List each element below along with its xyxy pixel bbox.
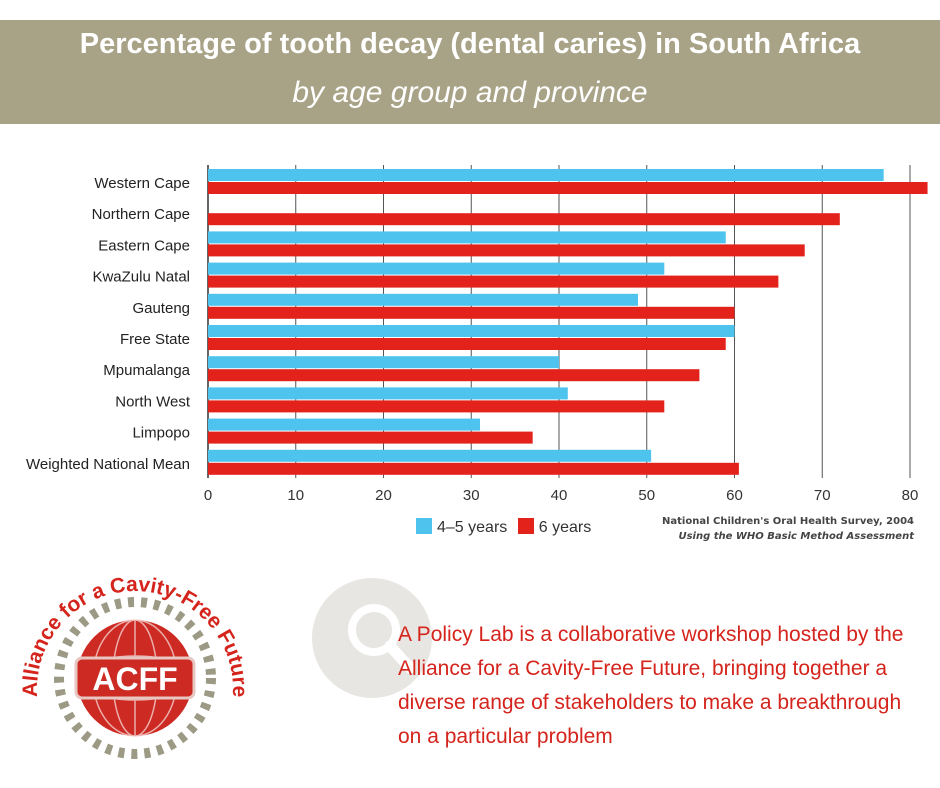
legend-swatch-6-years xyxy=(517,518,534,534)
category-label: North West xyxy=(115,393,191,410)
category-label: Western Cape xyxy=(94,175,190,192)
bar-6-years xyxy=(208,431,533,444)
bar-4-5-years xyxy=(208,293,638,306)
category-label: Northern Cape xyxy=(92,206,190,223)
category-label: Weighted National Mean xyxy=(26,456,190,473)
category-label: Eastern Cape xyxy=(98,237,190,254)
bar-6-years xyxy=(208,213,840,226)
bar-4-5-years xyxy=(208,231,726,244)
policy-lab-description: A Policy Lab is a collaborative workshop… xyxy=(398,623,904,748)
x-tick-label: 20 xyxy=(375,487,392,504)
bar-4-5-years xyxy=(208,169,884,181)
search-icon xyxy=(312,578,432,698)
x-tick-label: 40 xyxy=(551,487,568,504)
bar-chart: 0 10 20 30 40 50 60 70 80 Western Cape Northern Ca… xyxy=(26,165,928,504)
page-title: Percentage of tooth decay (dental caries… xyxy=(79,28,861,60)
category-label: KwaZulu Natal xyxy=(92,269,190,286)
category-label: Free State xyxy=(120,331,190,348)
bar-4-5-years xyxy=(208,387,568,400)
title-banner: Percentage of tooth decay (dental caries… xyxy=(0,20,940,124)
bar-4-5-years xyxy=(208,356,559,369)
legend-label-4-5-years: 4–5 years xyxy=(437,519,508,536)
legend-swatch-4-5-years xyxy=(416,518,432,534)
category-label: Mpumalanga xyxy=(103,362,190,379)
page-subtitle: by age group and province xyxy=(292,76,648,109)
source-note: National Children's Oral Health Survey, … xyxy=(640,516,914,542)
bar-6-years xyxy=(208,244,805,257)
bar-4-5-years xyxy=(208,262,665,275)
bar-6-years xyxy=(208,462,739,475)
x-tick-label: 50 xyxy=(638,487,655,504)
legend-item-4-5-years: 4–5 years xyxy=(416,518,512,536)
legend-item-6-years: 6 years xyxy=(517,518,592,536)
bar-4-5-years xyxy=(208,325,735,337)
category-label: Gauteng xyxy=(132,300,190,317)
legend-label-6-years: 6 years xyxy=(538,519,592,536)
chart-legend: 4–5 years 6 years xyxy=(416,518,597,537)
x-tick-label: 60 xyxy=(726,487,743,504)
x-tick-label: 10 xyxy=(287,487,304,504)
bar-6-years xyxy=(208,275,779,288)
bar-6-years xyxy=(208,369,700,382)
bar-4-5-years xyxy=(208,449,652,462)
bar-6-years xyxy=(208,182,928,194)
category-label: Limpopo xyxy=(132,425,190,442)
x-tick-label: 30 xyxy=(463,487,480,504)
logo-center-text: ACFF xyxy=(92,661,177,697)
bar-6-years xyxy=(208,306,735,319)
bar-4-5-years xyxy=(208,418,481,431)
bar-6-years xyxy=(208,400,665,413)
source-line-2: Using the WHO Basic Method Assessment xyxy=(678,531,914,542)
bar-6-years xyxy=(208,338,726,350)
x-tick-label: 80 xyxy=(902,487,919,504)
x-tick-label: 0 xyxy=(204,487,212,504)
source-line-1: National Children's Oral Health Survey, … xyxy=(662,516,914,527)
acff-logo: ACFF Alliance for a Cavity-Free Future xyxy=(19,573,251,759)
x-tick-label: 70 xyxy=(814,487,831,504)
